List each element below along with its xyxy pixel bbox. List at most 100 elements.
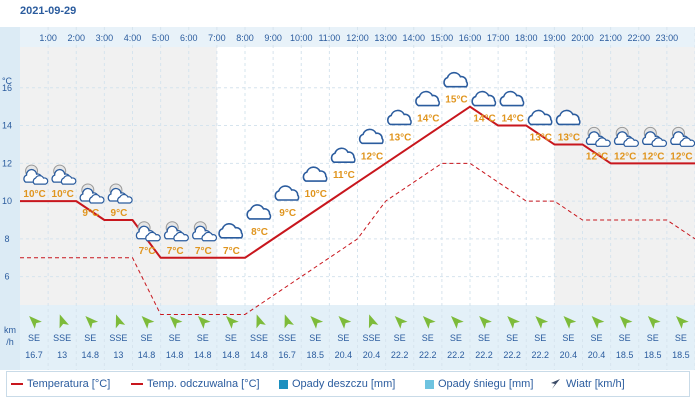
wind-arrow <box>591 316 605 329</box>
wind-direction: SSE <box>250 333 268 343</box>
hour-label: 1:00 <box>39 33 57 43</box>
wind-arrow <box>394 316 408 329</box>
wind-arrow-icon <box>450 316 464 329</box>
hour-label: 8:00 <box>236 33 254 43</box>
hour-label: 16:00 <box>459 33 482 43</box>
wind-arrow <box>422 316 436 329</box>
wind-direction: SE <box>28 333 40 343</box>
temperature-data-label: 15°C <box>445 95 467 106</box>
wind-speed: 14.8 <box>250 350 268 360</box>
wind-arrow-icon <box>59 314 69 329</box>
y-axis-unit: °C <box>2 76 13 86</box>
hour-label: 12:00 <box>346 33 369 43</box>
temperature-line <box>20 105 695 259</box>
temperature-data-label: 12°C <box>670 151 692 162</box>
wind-arrow-icon <box>479 316 492 329</box>
legend-feels-like: Temp. odczuwalna [°C] <box>131 378 260 390</box>
hour-label: 6:00 <box>180 33 198 43</box>
wind-speed: 14.8 <box>138 350 156 360</box>
wind-arrow-icon <box>197 316 211 329</box>
wind-speed: 14.8 <box>222 350 240 360</box>
wind-speed: 13 <box>57 350 67 360</box>
wind-direction: SE <box>141 333 153 343</box>
wind-speed: 20.4 <box>560 350 578 360</box>
temperature-data-label: 10°C <box>52 189 74 200</box>
hour-label: 17:00 <box>487 33 510 43</box>
hour-label: 22:00 <box>627 33 650 43</box>
wind-arrow <box>310 316 324 329</box>
temperature-data-label: 11°C <box>333 170 355 181</box>
feels-like-swatch <box>131 383 143 386</box>
wind-arrow-icon <box>141 316 155 329</box>
temperature-data-label: 14°C <box>473 114 495 125</box>
wind-arrow <box>256 314 266 329</box>
y-tick-label: 8 <box>4 234 9 244</box>
legend-snow-label: Opady śniegu [mm] <box>438 378 534 390</box>
temperature-data-label: 10°C <box>305 189 327 200</box>
y-tick-label: 16 <box>2 83 12 93</box>
wind-arrow-icon <box>394 316 408 329</box>
legend-rain: Opady deszczu [mm] <box>279 378 395 390</box>
wind-arrow-icon <box>551 379 560 390</box>
y-tick-label: 6 <box>4 272 9 282</box>
hour-label: 14:00 <box>402 33 425 43</box>
hour-label: 9:00 <box>264 33 282 43</box>
temperature-data-label: 13°C <box>558 132 580 143</box>
wind-direction: SE <box>197 333 209 343</box>
y-tick-label: 14 <box>2 121 12 131</box>
night-shade <box>20 47 217 305</box>
wind-direction: SE <box>225 333 237 343</box>
temperature-data-label: 14°C <box>417 114 439 125</box>
wind-speed: 14.8 <box>194 350 212 360</box>
wind-direction: SE <box>337 333 349 343</box>
hour-label: 7:00 <box>208 33 226 43</box>
wind-direction: SE <box>422 333 434 343</box>
wind-speed: 22.2 <box>532 350 550 360</box>
temperature-data-label: 7°C <box>167 246 184 257</box>
wind-speed: 20.4 <box>363 350 381 360</box>
wind-direction: SE <box>647 333 659 343</box>
temperature-data-label: 14°C <box>502 114 524 125</box>
wind-arrow-icon <box>29 316 42 329</box>
wind-arrow <box>619 316 633 329</box>
wind-speed: 18.5 <box>616 350 634 360</box>
wind-speed: 14.8 <box>166 350 184 360</box>
wind-arrow <box>169 316 183 329</box>
hour-label: 10:00 <box>290 33 313 43</box>
hour-label: 21:00 <box>599 33 622 43</box>
wind-arrow-icon <box>619 316 633 329</box>
wind-direction: SSE <box>53 333 71 343</box>
temperature-data-label: 12°C <box>614 151 636 162</box>
wind-arrow <box>563 316 577 329</box>
wind-arrow <box>225 316 239 329</box>
temperature-data-label: 12°C <box>361 151 383 162</box>
hour-label: 2:00 <box>67 33 85 43</box>
wind-arrow-icon <box>535 316 549 329</box>
snow-swatch <box>425 379 434 389</box>
wind-speed: 20.4 <box>588 350 606 360</box>
wind-speed: 20.4 <box>335 350 353 360</box>
wind-unit-label: /h <box>6 337 14 347</box>
wind-arrow <box>675 316 689 329</box>
night-shade <box>554 47 695 305</box>
legend-temperature: Temperatura [°C] <box>11 378 110 390</box>
wind-arrow <box>535 316 549 329</box>
temperature-data-label: 12°C <box>642 151 664 162</box>
wind-arrow-icon <box>225 316 239 329</box>
wind-arrow <box>450 316 464 329</box>
temperature-data-label: 7°C <box>195 246 212 257</box>
wind-arrow-icon <box>115 314 126 329</box>
temperature-data-label: 9°C <box>279 208 296 219</box>
temperature-data-label: 9°C <box>111 208 128 219</box>
legend-wind: Wiatr [km/h] <box>550 378 625 390</box>
temperature-data-label: 8°C <box>251 227 268 238</box>
wind-arrow <box>115 314 126 329</box>
temperature-data-label: 12°C <box>586 151 608 162</box>
legend-temperature-label: Temperatura [°C] <box>27 378 111 390</box>
forecast-chart: 1:00 2:00 3:00 4:00 5:00 6:00 7:00 8:00 9:00 10:0… <box>0 27 695 370</box>
wind-arrow-icon <box>507 316 520 329</box>
feels-like-line <box>20 162 695 315</box>
wind-direction: SE <box>394 333 406 343</box>
legend-snow: Opady śniegu [mm] <box>425 378 533 390</box>
wind-arrow <box>479 316 492 329</box>
